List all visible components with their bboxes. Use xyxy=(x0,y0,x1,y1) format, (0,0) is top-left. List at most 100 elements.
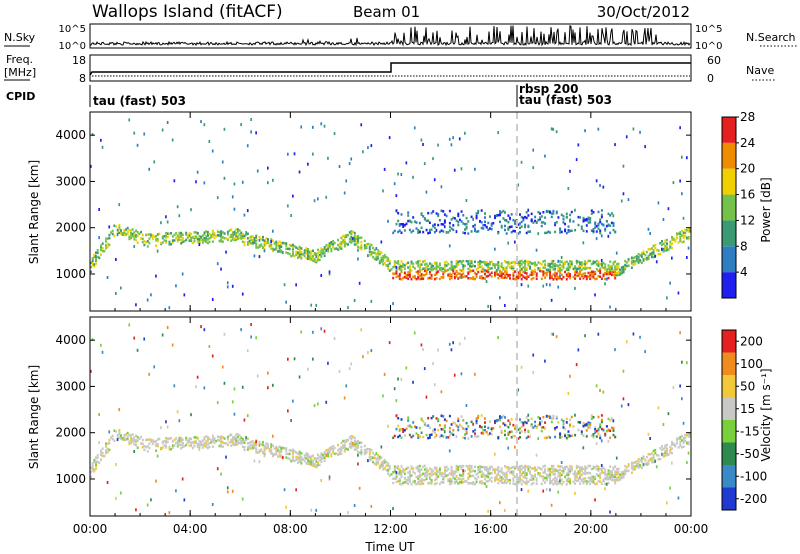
power-echo xyxy=(100,245,102,249)
power-echo xyxy=(292,243,294,247)
velocity-echo xyxy=(534,424,537,428)
power-echo xyxy=(367,254,369,258)
velocity-echo xyxy=(520,472,523,476)
velocity-echo xyxy=(282,456,284,460)
velocity-echo xyxy=(645,455,648,459)
velocity-echo xyxy=(497,436,500,440)
power-echo xyxy=(100,248,102,252)
x-tick-label: 04:00 xyxy=(173,522,208,536)
velocity-echo xyxy=(443,418,446,421)
velocity-echo xyxy=(530,423,533,426)
power-echo xyxy=(223,237,226,240)
velocity-echo xyxy=(474,372,476,376)
power-echo xyxy=(574,271,577,274)
power-echo xyxy=(544,216,547,219)
velocity-echo xyxy=(250,335,252,339)
velocity-echo xyxy=(575,472,578,476)
power-echo xyxy=(604,277,607,281)
power-echo xyxy=(203,236,206,240)
velocity-echo xyxy=(550,503,553,507)
power-echo xyxy=(477,270,480,274)
power-echo xyxy=(577,265,580,268)
velocity-echo xyxy=(527,419,530,422)
power-echo xyxy=(412,275,415,278)
power-echo xyxy=(480,275,483,278)
power-echo xyxy=(594,277,597,281)
velocity-echo xyxy=(525,480,528,483)
velocity-echo xyxy=(241,497,244,501)
power-echo xyxy=(402,276,405,280)
power-echo xyxy=(262,246,264,249)
velocity-echo xyxy=(554,469,557,473)
power-echo xyxy=(609,266,612,269)
velocity-echo xyxy=(193,441,196,445)
velocity-echo xyxy=(343,439,346,443)
velocity-echo xyxy=(474,434,476,438)
velocity-echo xyxy=(270,448,273,451)
power-echo xyxy=(113,234,116,238)
velocity-echo xyxy=(604,468,607,471)
velocity-echo xyxy=(258,443,261,447)
velocity-echo xyxy=(388,341,391,345)
power-echo xyxy=(499,213,501,217)
power-echo xyxy=(380,240,383,244)
power-echo xyxy=(108,233,111,237)
power-echo xyxy=(91,259,94,262)
power-echo xyxy=(600,234,603,238)
power-echo xyxy=(520,225,523,228)
power-echo xyxy=(193,231,196,234)
velocity-echo xyxy=(216,467,219,471)
power-echo xyxy=(171,138,174,142)
power-echo xyxy=(582,262,585,266)
power-echo xyxy=(445,269,448,272)
velocity-echo xyxy=(251,446,254,449)
velocity-echo xyxy=(569,469,572,472)
power-echo xyxy=(432,268,435,271)
power-echo xyxy=(686,229,688,232)
power-echo xyxy=(218,234,221,237)
velocity-echo xyxy=(398,479,401,482)
power-echo xyxy=(105,246,107,250)
velocity-echo xyxy=(313,404,316,408)
power-echo xyxy=(201,234,204,237)
power-echo xyxy=(547,268,550,271)
power-echo xyxy=(590,209,593,212)
power-echo xyxy=(180,242,183,245)
velocity-echo xyxy=(452,433,455,437)
velocity-echo xyxy=(495,474,498,477)
velocity-echo xyxy=(293,450,296,453)
power-echo xyxy=(357,239,360,242)
velocity-echo xyxy=(567,430,570,433)
velocity-echo xyxy=(108,430,111,434)
power-echo xyxy=(469,259,471,263)
velocity-echo xyxy=(297,461,299,464)
velocity-echo xyxy=(529,470,532,473)
velocity-echo xyxy=(532,467,535,470)
power-echo xyxy=(450,218,453,221)
velocity-echo xyxy=(425,474,428,477)
power-echo xyxy=(453,265,456,268)
velocity-echo xyxy=(610,478,613,482)
velocity-echo xyxy=(442,435,445,438)
power-echo xyxy=(575,267,578,271)
velocity-echo xyxy=(630,467,633,470)
velocity-echo xyxy=(121,438,124,441)
velocity-echo xyxy=(649,453,652,456)
velocity-echo xyxy=(664,449,667,453)
velocity-echo xyxy=(310,457,313,461)
velocity-echo xyxy=(460,474,463,477)
velocity-echo xyxy=(632,468,635,471)
power-echo xyxy=(235,231,238,235)
power-echo xyxy=(570,260,573,264)
power-echo xyxy=(380,260,383,264)
power-echo xyxy=(130,236,133,240)
velocity-echo xyxy=(610,426,613,430)
power-echo xyxy=(353,236,356,239)
velocity-echo xyxy=(323,329,326,333)
velocity-colorbar-tick: 50 xyxy=(740,379,755,393)
power-echo xyxy=(645,250,648,254)
velocity-echo xyxy=(118,428,121,432)
velocity-echo xyxy=(632,461,635,465)
velocity-echo xyxy=(607,476,610,479)
velocity-echo xyxy=(241,439,244,442)
